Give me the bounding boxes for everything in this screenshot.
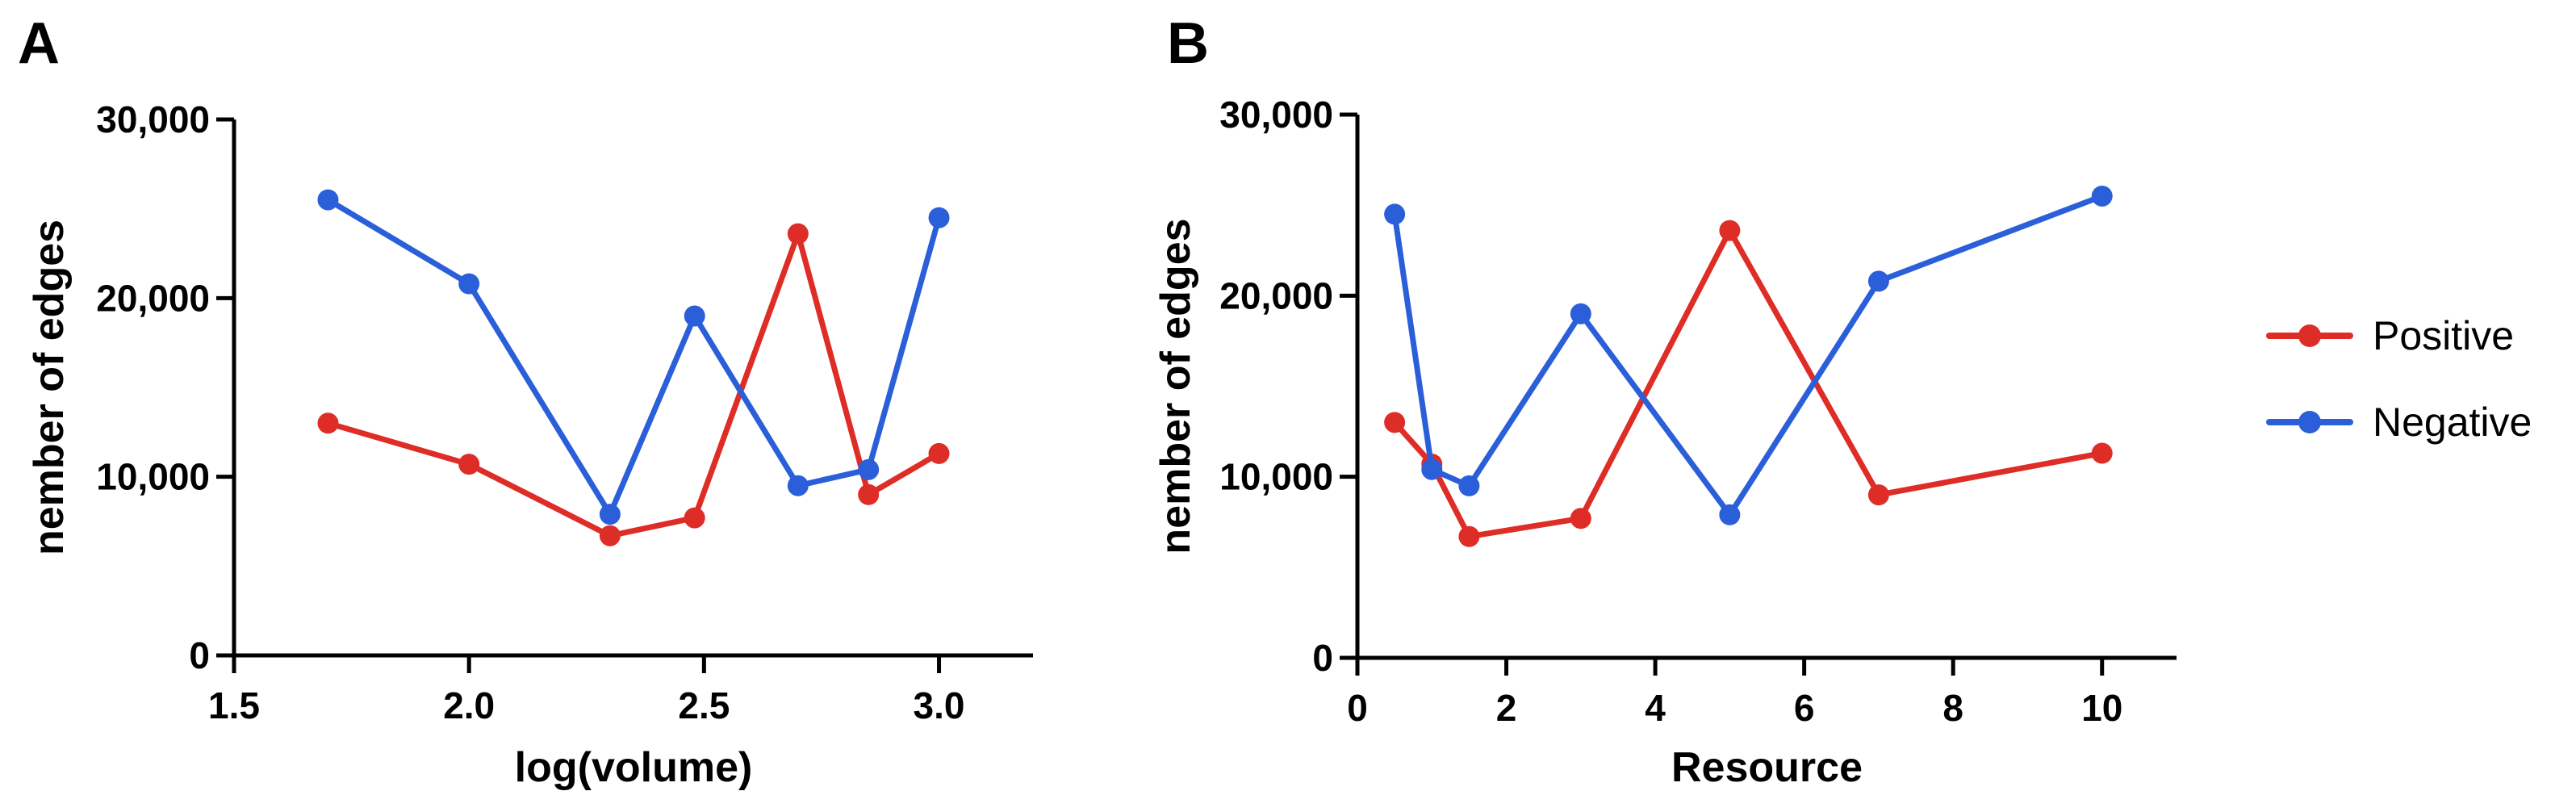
y-tick-label: 10,000 (1219, 456, 1333, 498)
legend-marker-positive (2298, 324, 2321, 347)
y-tick-label: 30,000 (96, 98, 210, 140)
data-point-negative (928, 207, 950, 228)
legend: Positive Negative (2266, 313, 2532, 445)
data-point-positive (599, 525, 621, 546)
data-point-negative (787, 475, 809, 496)
data-point-negative (2091, 185, 2113, 207)
y-axis-title: nember of edges (26, 220, 73, 555)
data-point-positive (928, 442, 950, 464)
data-point-negative (1867, 270, 1889, 292)
legend-marker-negative (2298, 411, 2321, 433)
data-point-positive (1384, 412, 1406, 433)
data-point-negative (458, 273, 480, 295)
x-axis-title: log(volume) (515, 744, 753, 791)
data-point-positive (1570, 508, 1591, 529)
x-tick-label: 4 (1645, 687, 1666, 729)
data-point-positive (684, 507, 705, 529)
x-tick-label: 8 (1942, 687, 1963, 729)
y-tick-label: 10,000 (96, 456, 210, 498)
x-tick-label: 2 (1496, 687, 1517, 729)
x-tick-label: 6 (1794, 687, 1815, 729)
data-point-negative (1570, 303, 1591, 324)
y-tick-label: 30,000 (1219, 94, 1333, 136)
series-line-positive (325, 231, 942, 539)
data-point-positive (1867, 484, 1889, 506)
data-point-positive (1719, 220, 1741, 241)
x-axis-title: Resource (1671, 744, 1863, 791)
x-tick-label: 2.5 (678, 684, 730, 726)
data-point-positive (2091, 442, 2113, 464)
chart-panel-b: B 0 10,000 20,000 30,000 0 2 4 6 8 10 Resource nembe… (1152, 11, 2177, 791)
data-point-positive (1458, 525, 1480, 547)
panel-label: B (1167, 11, 1209, 76)
legend-label-negative: Negative (2373, 400, 2532, 445)
data-point-negative (858, 458, 880, 480)
data-point-negative (1719, 504, 1741, 525)
y-tick-label: 20,000 (96, 277, 210, 319)
chart-panel-a: A 0 10,000 20,000 30,000 1.5 2.0 2.5 3.0 log(volu… (18, 11, 1033, 791)
data-point-positive (317, 412, 339, 434)
data-point-negative (1384, 203, 1406, 225)
data-point-negative (317, 189, 339, 211)
data-point-positive (858, 483, 880, 505)
y-tick-label: 0 (1312, 637, 1333, 679)
x-tick-label: 1.5 (208, 684, 260, 726)
y-tick-label: 0 (189, 634, 210, 676)
series-line-negative (325, 197, 942, 517)
data-point-negative (1421, 458, 1443, 480)
data-point-negative (1458, 475, 1480, 496)
legend-label-positive: Positive (2373, 313, 2514, 358)
series-line-negative (1391, 193, 2106, 518)
data-point-negative (684, 305, 705, 327)
data-point-negative (599, 504, 621, 525)
panel-label: A (18, 11, 60, 76)
data-point-positive (787, 223, 809, 245)
y-tick-label: 20,000 (1219, 274, 1333, 316)
x-tick-label: 10 (2081, 687, 2122, 729)
data-point-positive (458, 454, 480, 475)
x-tick-label: 0 (1347, 687, 1368, 729)
x-tick-label: 2.0 (443, 684, 495, 726)
y-axis-title: nember of edges (1152, 218, 1199, 554)
x-tick-label: 3.0 (914, 684, 965, 726)
